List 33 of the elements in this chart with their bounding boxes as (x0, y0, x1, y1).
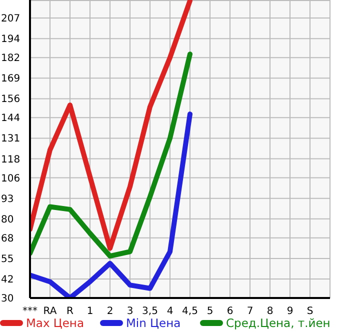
x-tick-label: R (66, 306, 74, 317)
x-tick-label: 5 (206, 306, 214, 317)
x-tick-label: 3 (126, 306, 134, 317)
y-tick-label: 182 (1, 53, 20, 64)
x-tick-label: S (306, 306, 314, 317)
x-tick-label: RA (43, 306, 57, 317)
x-tick-label: 4 (166, 306, 174, 317)
y-tick-label: 30 (1, 294, 14, 304)
x-tick-label: 6 (226, 306, 234, 317)
x-tick-label: 7 (246, 306, 254, 317)
y-tick-label: 207 (1, 14, 20, 25)
y-tick-label: 93 (1, 194, 14, 205)
y-tick-label: 169 (1, 74, 20, 85)
x-tick-label: *** (22, 306, 38, 317)
legend-label: Min Цена (126, 316, 181, 330)
y-tick-label: 106 (1, 173, 20, 184)
y-tick-label: 42 (1, 274, 14, 286)
y-tick-label: 144 (1, 113, 20, 124)
x-tick-label: 1 (86, 306, 94, 317)
y-tick-label: 194 (1, 34, 20, 46)
x-tick-label: 4,5 (182, 306, 198, 317)
y-tick-label: 80 (1, 214, 14, 226)
y-tick-label: 156 (1, 94, 20, 106)
x-tick-label: 3,5 (142, 306, 158, 317)
legend-label: Max Цена (26, 316, 84, 330)
y-tick-label: 55 (1, 254, 14, 265)
y-tick-label: 118 (1, 154, 20, 166)
legend-label: Сред.Цена, т.йен (226, 316, 330, 330)
x-tick-label: 9 (286, 306, 294, 317)
x-tick-label: 2 (106, 306, 114, 317)
x-tick-label: 8 (266, 306, 274, 317)
y-tick-label: 68 (1, 233, 14, 244)
y-tick-label: 131 (1, 134, 20, 145)
